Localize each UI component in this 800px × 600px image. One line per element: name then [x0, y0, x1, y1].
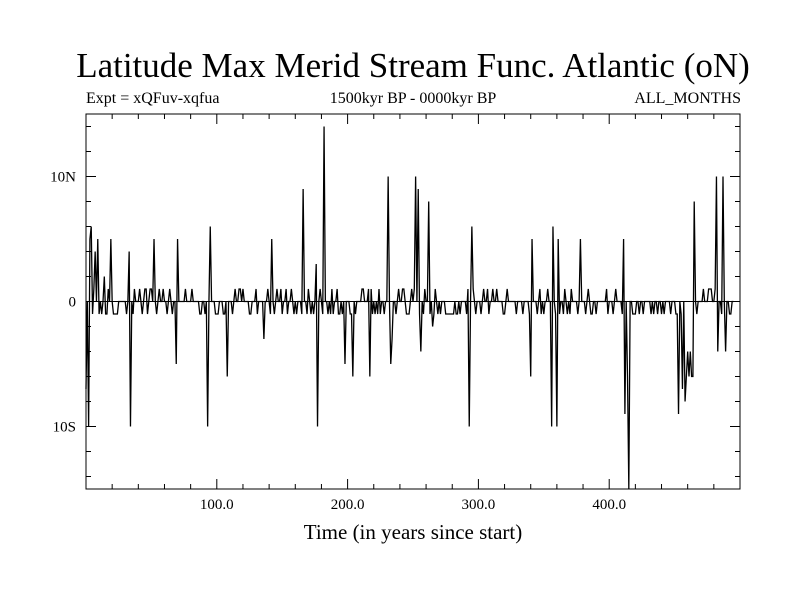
x-tick-label: 400.0	[592, 497, 626, 513]
y-tick-label: 0	[69, 295, 77, 311]
experiment-label: Expt = xQFuv-xqfua	[86, 90, 220, 107]
x-tick-label: 100.0	[200, 497, 234, 513]
series-line	[85, 126, 734, 490]
months-label: ALL_MONTHS	[634, 90, 741, 107]
x-tick-label: 200.0	[331, 497, 365, 513]
x-tick-label: 300.0	[462, 497, 496, 513]
y-tick-label: 10S	[53, 420, 76, 436]
chart-title: Latitude Max Merid Stream Func. Atlantic…	[76, 46, 750, 85]
period-label: 1500kyr BP - 0000kyr BP	[329, 90, 497, 107]
y-tick-label: 10N	[50, 170, 76, 186]
x-axis-label: Time (in years since start)	[303, 520, 523, 544]
